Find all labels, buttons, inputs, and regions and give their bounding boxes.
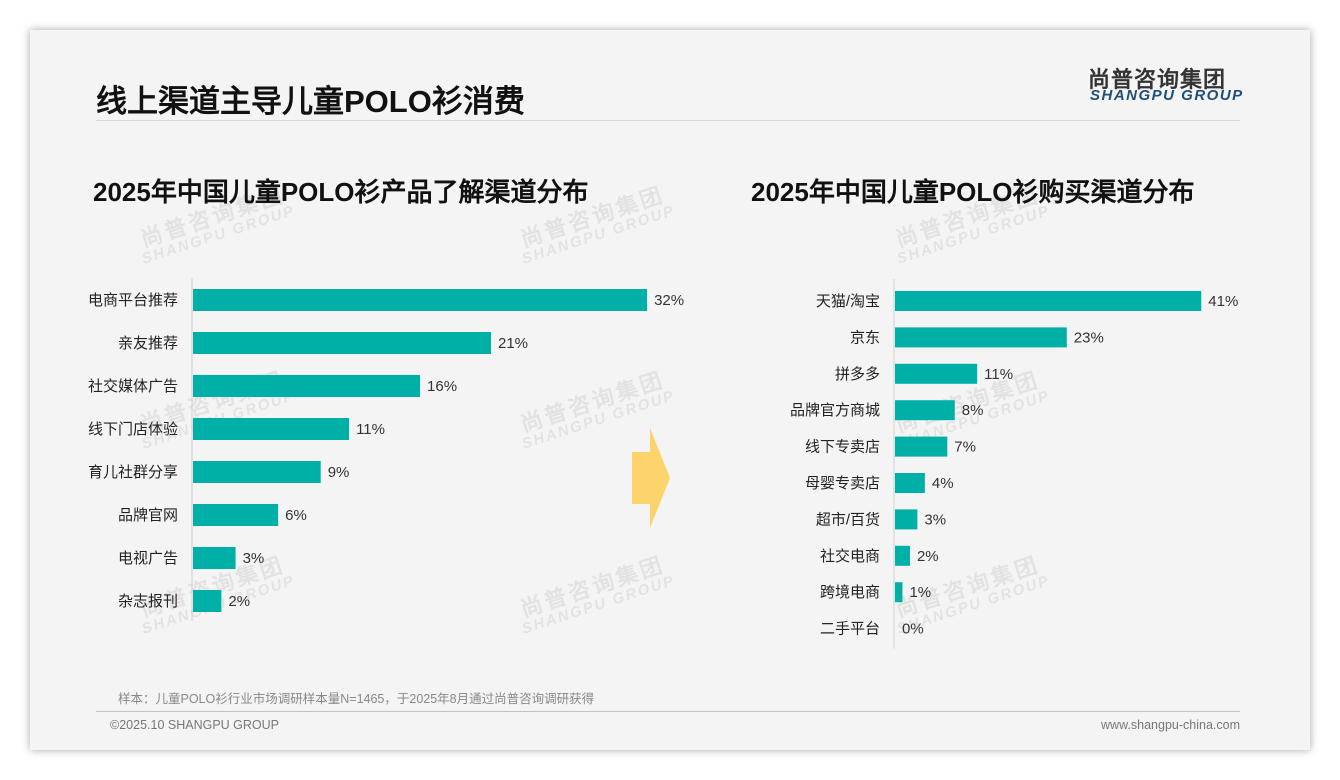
chart-title-left: 2025年中国儿童POLO衫产品了解渠道分布 <box>93 177 589 207</box>
category-label: 社交电商 <box>820 547 880 565</box>
category-label: 杂志报刊 <box>118 593 178 610</box>
category-label: 电商平台推荐 <box>88 292 178 309</box>
data-label: 3% <box>924 511 946 528</box>
category-label: 线下专卖店 <box>805 439 880 456</box>
bar <box>895 400 955 421</box>
category-label: 超市/百货 <box>816 511 880 528</box>
chart-title-right: 2025年中国儿童POLO衫购买渠道分布 <box>751 177 1195 207</box>
bar <box>895 509 918 530</box>
data-label: 2% <box>917 548 939 565</box>
data-label: 7% <box>954 439 976 456</box>
bar <box>193 504 279 526</box>
category-label: 跨境电商 <box>820 583 880 601</box>
copyright: ©2025.10 SHANGPU GROUP <box>110 718 279 732</box>
data-label: 11% <box>356 421 385 438</box>
category-label: 品牌官方商城 <box>790 402 880 419</box>
data-label: 41% <box>1208 293 1238 310</box>
data-label: 6% <box>285 507 307 524</box>
category-label: 社交媒体广告 <box>88 377 178 395</box>
bar <box>895 327 1067 348</box>
bar <box>895 291 1202 311</box>
bar <box>895 363 978 384</box>
bar <box>193 590 222 612</box>
bar <box>193 418 350 440</box>
data-label: 9% <box>328 464 350 481</box>
bar <box>895 436 948 457</box>
category-label: 品牌官网 <box>118 507 178 524</box>
category-label: 京东 <box>850 329 880 346</box>
category-label: 二手平台 <box>820 621 880 638</box>
bar <box>193 332 491 354</box>
bar <box>193 461 321 483</box>
page-title: 线上渠道主导儿童POLO衫消费 <box>96 84 525 119</box>
category-label: 拼多多 <box>835 366 880 383</box>
data-label: 1% <box>909 584 931 601</box>
data-label: 0% <box>902 621 924 638</box>
data-label: 21% <box>498 335 528 352</box>
bar <box>895 545 910 566</box>
charts-canvas: 电商平台推荐 32% 亲友推荐 21% 社交媒体广告 16% 线下门店体验 11% 育儿社群分享… <box>88 278 1238 649</box>
category-label: 电视广告 <box>118 550 178 567</box>
data-label: 16% <box>427 378 457 395</box>
category-label: 天猫/淘宝 <box>816 293 880 310</box>
logo-en: SHANGPU GROUP <box>1090 87 1244 104</box>
bar <box>193 547 236 569</box>
header-divider <box>96 120 1240 121</box>
data-label: 2% <box>228 593 250 610</box>
website-link[interactable]: www.shangpu-china.com <box>1101 718 1240 732</box>
bar <box>193 289 648 311</box>
logo-cn: 尚普咨询集团 <box>1088 67 1227 92</box>
footer-divider <box>96 711 1240 712</box>
data-label: 8% <box>962 402 984 419</box>
category-label: 母婴专卖店 <box>805 475 880 492</box>
data-label: 3% <box>243 550 265 567</box>
data-label: 32% <box>654 292 684 309</box>
category-label: 亲友推荐 <box>118 335 178 352</box>
data-label: 11% <box>984 366 1013 383</box>
bar <box>895 582 903 603</box>
arrow-right-icon <box>632 428 670 528</box>
data-label: 4% <box>932 475 954 492</box>
slide: 线上渠道主导儿童POLO衫消费 尚普咨询集团 SHANGPU GROUP 尚普咨… <box>30 30 1310 750</box>
data-label: 23% <box>1074 329 1104 346</box>
category-label: 线下门店体验 <box>88 421 178 438</box>
category-label: 育儿社群分享 <box>88 464 178 481</box>
bar <box>193 375 421 397</box>
bar <box>895 473 925 493</box>
sample-note: 样本：儿童POLO衫行业市场调研样本量N=1465，于2025年8月通过尚普咨询… <box>118 692 595 706</box>
